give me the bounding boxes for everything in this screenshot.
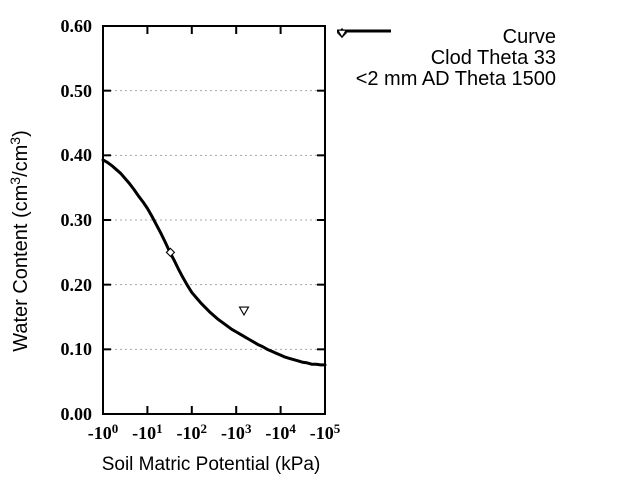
legend-item-clod-theta-33: Clod Theta 33 xyxy=(336,28,618,69)
y-tick-label: 0.50 xyxy=(60,80,93,101)
x-tick-label: -104 xyxy=(265,421,296,443)
legend-item-curve: Curve xyxy=(336,26,618,48)
x-tick-label: -103 xyxy=(220,421,252,443)
legend-label-ad-theta-1500: <2 mm AD Theta 1500 xyxy=(355,68,556,90)
y-axis-title: Water Content (cm3/cm3) xyxy=(7,130,32,352)
y-tick-label: 0.30 xyxy=(60,210,93,230)
plot-border xyxy=(102,25,326,415)
legend-item-ad-theta-1500: <2 mm AD Theta 1500 xyxy=(336,29,618,90)
y-tick-label: 0.00 xyxy=(60,404,93,424)
x-tick-label: -101 xyxy=(132,421,163,443)
y-tick-label: 0.20 xyxy=(60,274,93,295)
y-tick-label: 0.10 xyxy=(60,339,93,360)
ad-theta-1500-triangle-marker xyxy=(238,306,250,317)
legend: Curve Clod Theta 33 <2 mm AD Theta 1500 xyxy=(336,26,618,90)
x-tick-label: -100 xyxy=(87,421,119,443)
legend-label-curve: Curve xyxy=(502,26,556,48)
y-tick-label: 0.40 xyxy=(60,145,93,166)
x-axis-title: Soil Matric Potential (kPa) xyxy=(101,454,321,475)
y-tick-label: 0.60 xyxy=(60,16,93,36)
x-tick-label: -102 xyxy=(176,421,208,443)
legend-label-clod-theta-33: Clod Theta 33 xyxy=(430,47,556,69)
x-tick-label: -105 xyxy=(309,421,341,443)
clod-theta-33-diamond-marker xyxy=(165,247,176,258)
curve-line xyxy=(101,158,327,367)
